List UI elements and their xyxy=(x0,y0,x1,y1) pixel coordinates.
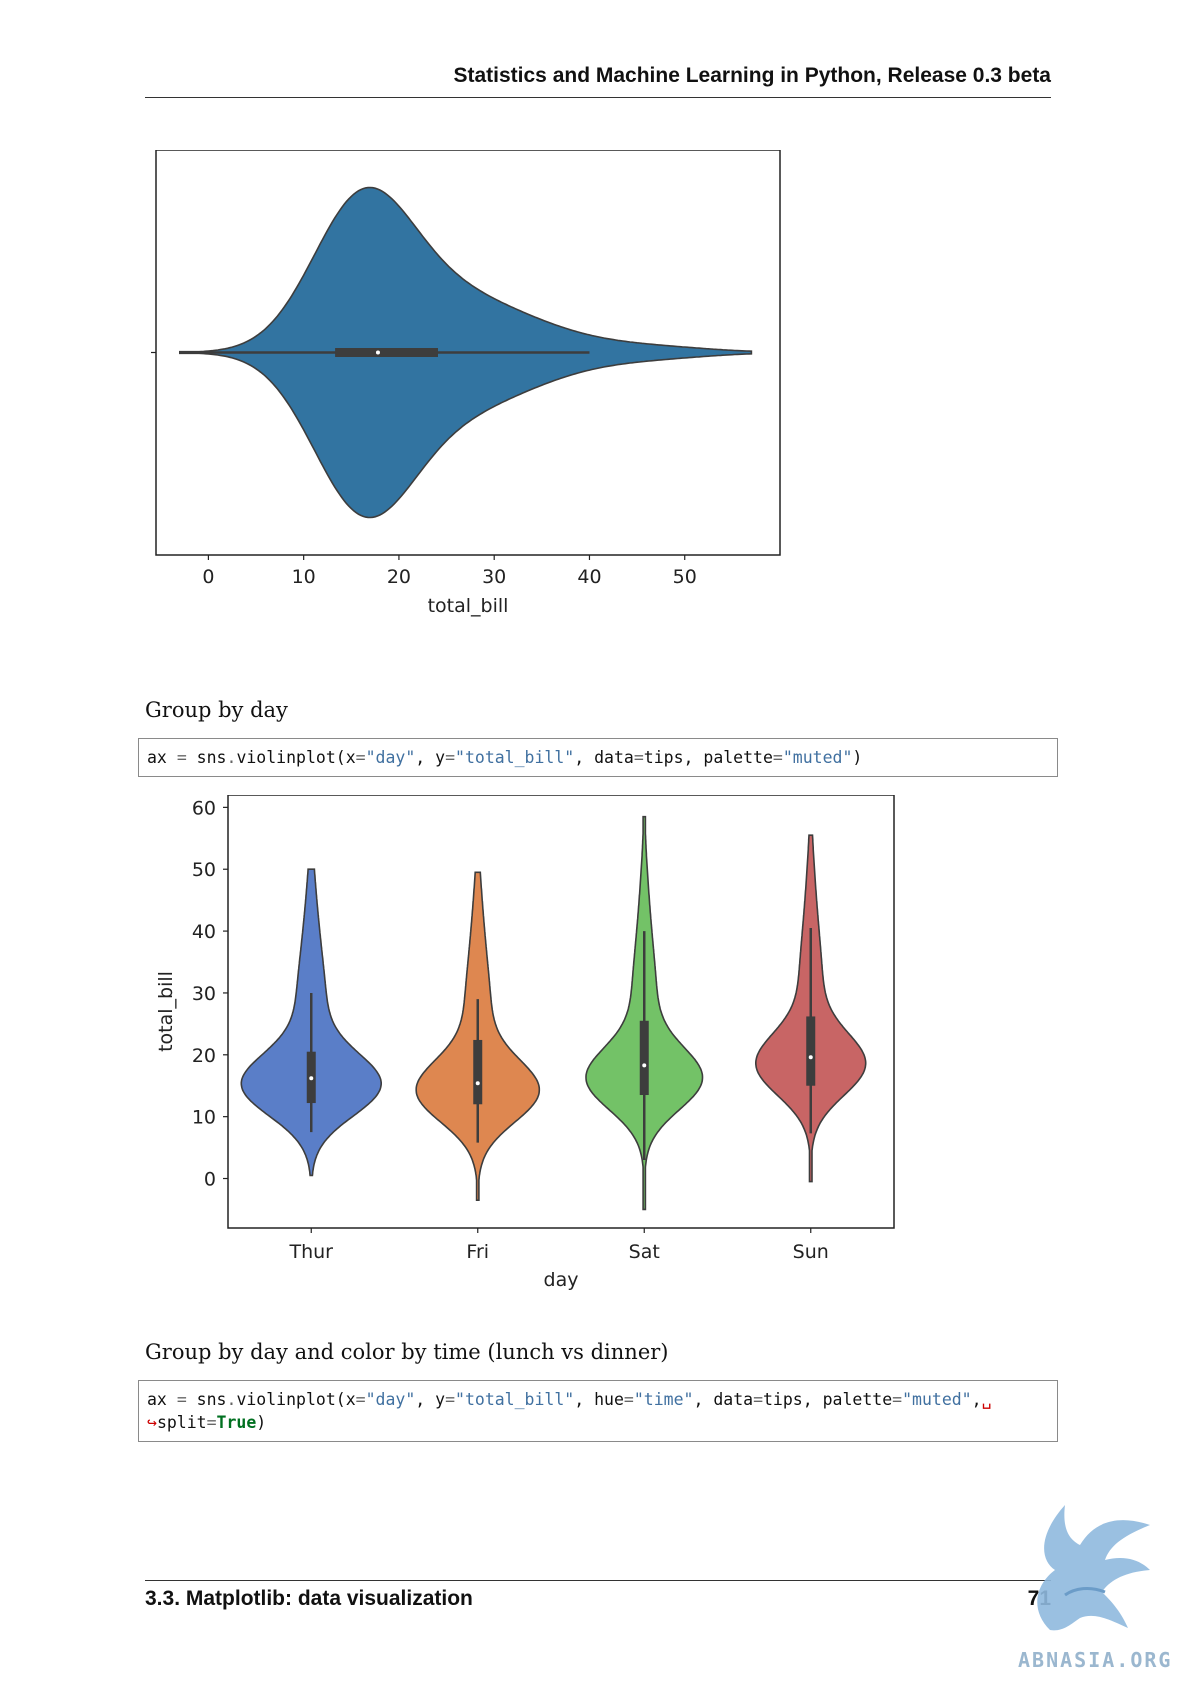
y-tick-label: 40 xyxy=(192,921,216,943)
box-sun xyxy=(806,1016,816,1086)
violin-plot-by-day: 0 10 20 30 40 50 60 total_bill Thur Fri Sat Sun day xyxy=(155,795,895,1291)
footer-rule xyxy=(145,1580,1051,1581)
x-axis-label: total_bill xyxy=(428,595,509,617)
x-tick-label-thur: Thur xyxy=(288,1241,333,1263)
x-tick-label: 50 xyxy=(673,566,697,588)
griffin-logo-icon xyxy=(1037,1505,1150,1631)
x-axis-label: day xyxy=(544,1269,579,1291)
code-block-2: ax = sns.violinplot(x="day", y="total_bi… xyxy=(138,1380,1058,1442)
plot-frame xyxy=(227,795,895,1229)
y-tick-label: 30 xyxy=(192,983,216,1005)
x-tick-label-sat: Sat xyxy=(629,1241,660,1263)
median-dot xyxy=(375,350,380,355)
y-tick-label: 60 xyxy=(192,797,216,819)
watermark-text: ABNASIA.ORG xyxy=(1018,1648,1173,1672)
footer-section-title: 3.3. Matplotlib: data visualization xyxy=(145,1587,473,1610)
x-tick-label: 30 xyxy=(482,566,506,588)
y-tick-label: 20 xyxy=(192,1045,216,1067)
section-text-group-by-day: Group by day xyxy=(145,698,288,722)
x-tick-label: 40 xyxy=(577,566,601,588)
median-sat xyxy=(642,1063,647,1068)
running-header: Statistics and Machine Learning in Pytho… xyxy=(453,64,1051,87)
y-tick-label: 0 xyxy=(204,1169,216,1191)
median-sun xyxy=(808,1055,813,1060)
y-tick-label: 10 xyxy=(192,1107,216,1129)
median-fri xyxy=(475,1081,480,1086)
x-tick-label: 10 xyxy=(292,566,316,588)
x-tick-label-sun: Sun xyxy=(793,1241,829,1263)
median-thur xyxy=(309,1076,314,1081)
x-tick-label: 0 xyxy=(202,566,214,588)
x-tick-label-fri: Fri xyxy=(466,1241,489,1263)
code-block-1: ax = sns.violinplot(x="day", y="total_bi… xyxy=(138,738,1058,777)
y-axis-label: total_bill xyxy=(155,971,177,1052)
section-text-group-by-day-time: Group by day and color by time (lunch vs… xyxy=(145,1340,669,1364)
header-rule xyxy=(145,97,1051,98)
y-tick-label: 50 xyxy=(192,859,216,881)
box-sat xyxy=(639,1020,649,1096)
x-tick-label: 20 xyxy=(387,566,411,588)
violin-plot-total-bill: 0 10 20 30 40 50 total_bill xyxy=(151,150,781,617)
box-fri xyxy=(473,1039,483,1105)
box-iqr xyxy=(335,348,438,357)
